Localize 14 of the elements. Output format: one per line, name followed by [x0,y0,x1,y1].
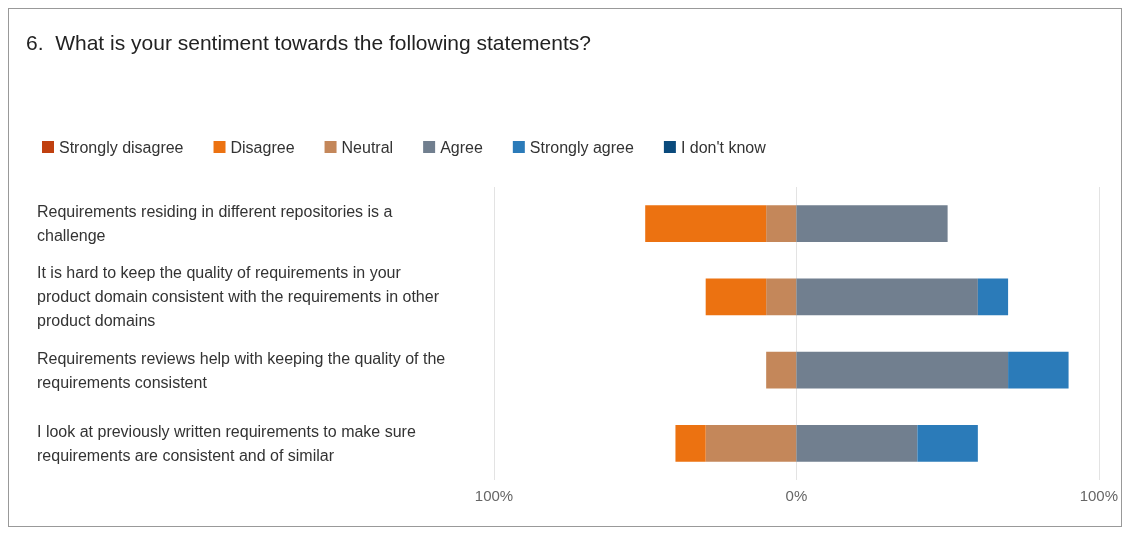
x-tick-label: 100% [1079,487,1119,504]
y-tick-label: It is hard to keep the quality of requirements in your product domain consistent with the requirements in other product domains [37,264,444,330]
legend-label: Agree [440,138,483,156]
x-tick-label: 100% [474,487,514,504]
y-tick-label: I look at previously written requirements to make sure requirements are consistent and of similar [37,422,421,464]
x-tick-label: 0% [785,487,808,504]
y-tick-label: Requirements reviews help with keeping the quality of the requirements consistent [37,349,450,391]
y-tick-label: Requirements residing in different repositories is a challenge [37,203,397,245]
legend-label: Disagree [230,138,295,156]
text: 6. What is your sentiment towards the following statements? [26,31,591,54]
legend-label: Strongly disagree [59,138,184,156]
legend-label: Strongly agree [529,138,634,156]
legend-label: I don't know [680,138,767,156]
legend-label: Neutral [341,138,394,156]
